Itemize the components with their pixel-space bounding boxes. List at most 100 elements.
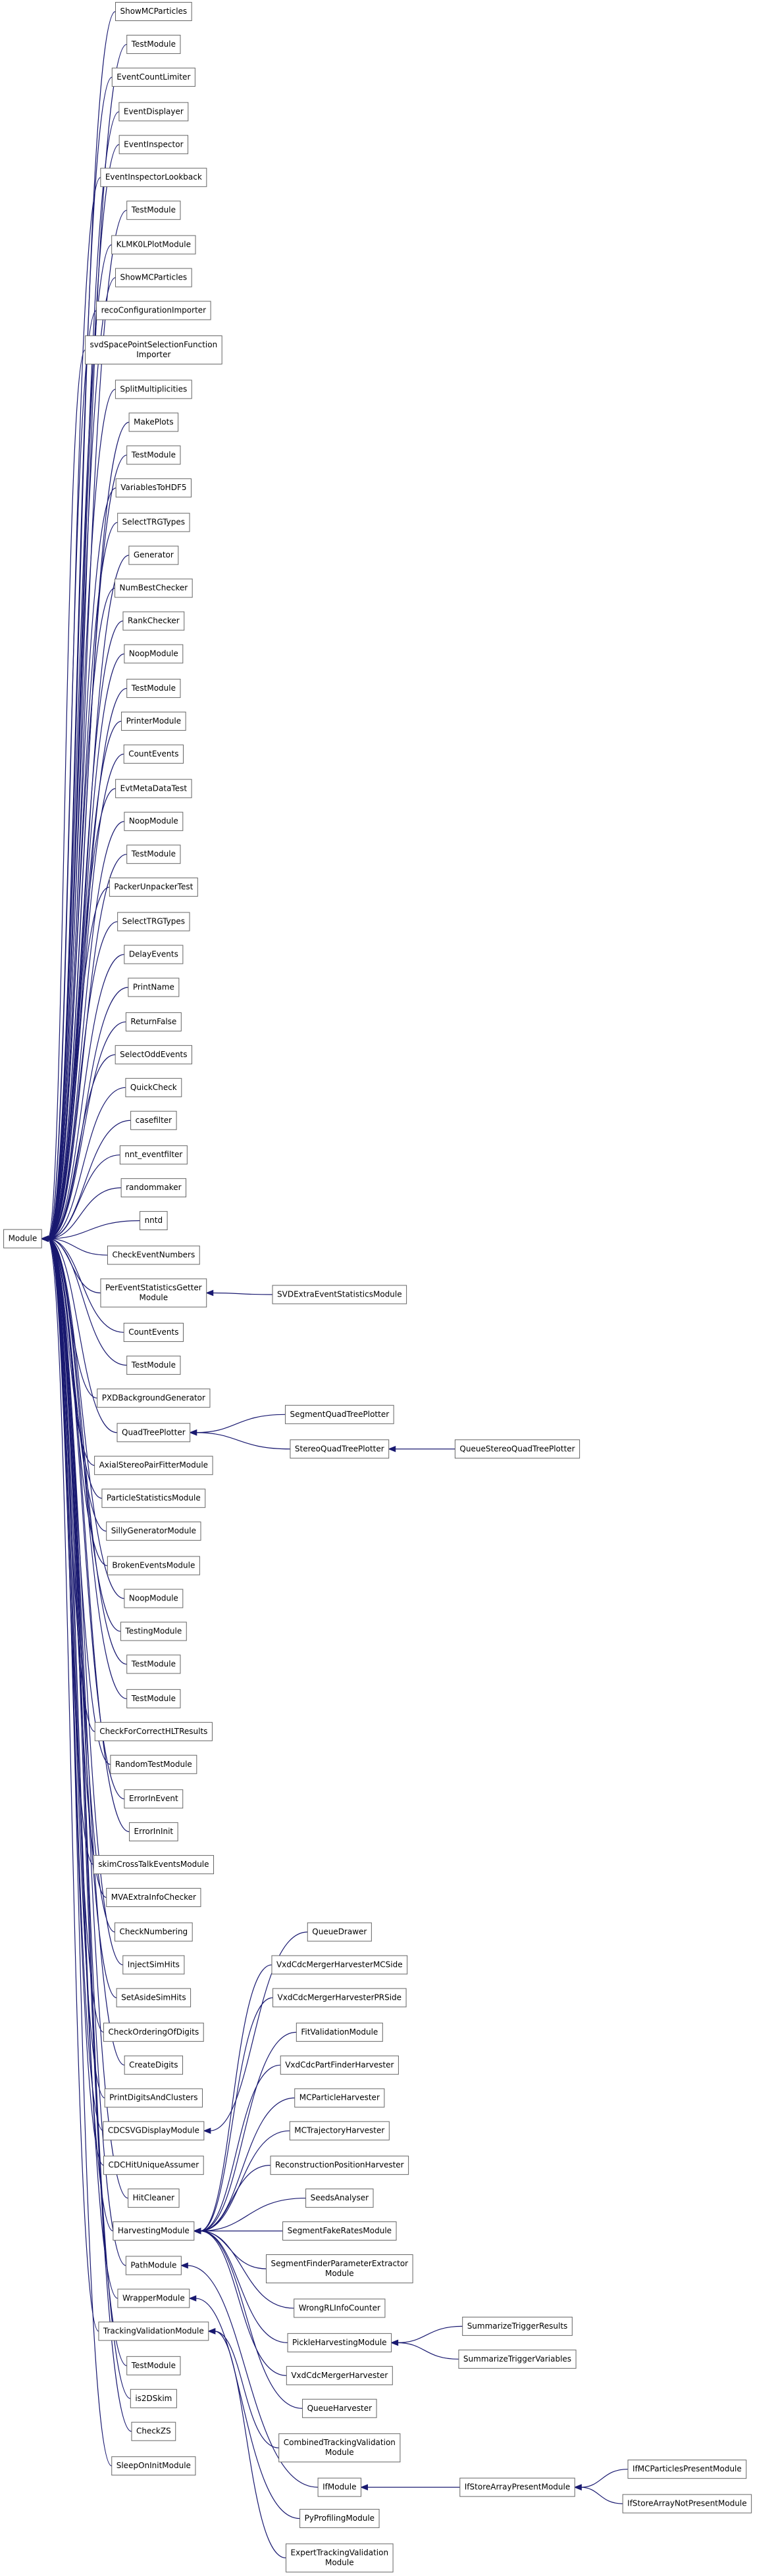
- class-box: [290, 1439, 390, 1459]
- inheritance-edge: [47, 1238, 124, 1333]
- class-label: Module: [9, 1234, 38, 1243]
- class-node: CheckZS: [131, 2421, 176, 2441]
- class-box: [126, 1355, 181, 1375]
- class-label: skimCrossTalkEventsModule: [98, 1860, 209, 1869]
- class-box: [128, 978, 180, 997]
- class-box: [118, 135, 189, 155]
- inheritance-edge: [397, 2342, 459, 2360]
- class-label: EventDisplayer: [124, 107, 184, 116]
- inheritance-edge: [47, 1238, 124, 1800]
- arrow-head: [189, 1429, 197, 1436]
- class-label: IfModule: [323, 2483, 356, 2492]
- class-node: Module: [3, 1229, 42, 1249]
- inheritance-edge: [47, 1238, 108, 1256]
- class-label: QueueHarvester: [307, 2404, 373, 2413]
- class-node: ParticleStatisticsModule: [101, 1489, 206, 1508]
- class-node: BrokenEventsModule: [107, 1556, 200, 1575]
- class-label: SegmentFinderParameterExtractor: [271, 2259, 409, 2268]
- arrow-head: [360, 2484, 369, 2490]
- class-label: ErrorInEvent: [129, 1794, 178, 1803]
- class-box: [124, 1789, 184, 1809]
- edges: [40, 11, 629, 2559]
- inheritance-edge: [47, 1238, 123, 1966]
- class-node: ErrorInEvent: [124, 1789, 184, 1809]
- class-label: SplitMultiplicities: [120, 384, 187, 393]
- class-label: PrintName: [133, 982, 174, 991]
- inheritance-edge: [47, 821, 124, 1239]
- class-node: RankChecker: [122, 611, 185, 631]
- class-box: [271, 1955, 408, 1975]
- inheritance-edge: [199, 2230, 303, 2409]
- class-box: [129, 1822, 178, 1842]
- class-box: [124, 812, 184, 831]
- class-label: TestModule: [131, 205, 176, 214]
- class-box: [107, 1556, 200, 1575]
- class-node: InjectSimHits: [122, 1955, 185, 1975]
- class-box: [270, 2156, 409, 2175]
- class-label: QuadTreePlotter: [122, 1427, 186, 1437]
- class-box: [286, 2543, 394, 2573]
- class-node: EventDisplayer: [118, 102, 189, 122]
- class-node: SillyGeneratorModule: [106, 1522, 201, 1541]
- nodes: Module ShowMCParticles TestModule EventCoun…: [3, 1, 752, 2573]
- inheritance-edge: [214, 2331, 286, 2559]
- class-label: IfStoreArrayPresentModule: [465, 2483, 570, 2492]
- class-label: CreateDigits: [129, 2060, 178, 2069]
- class-node: NoopModule: [124, 1589, 184, 1608]
- class-label: CombinedTrackingValidation: [284, 2438, 396, 2447]
- inheritance-edge: [47, 620, 124, 1239]
- class-box: [94, 1456, 213, 1475]
- class-label: QueueStereoQuadTreePlotter: [459, 1444, 575, 1453]
- class-box: [307, 1922, 372, 1942]
- class-box: [130, 2389, 177, 2408]
- inheritance-edge: [47, 1238, 113, 2467]
- class-box: [101, 1489, 206, 1508]
- class-box: [266, 2254, 413, 2283]
- inheritance-edge: [47, 1238, 124, 1599]
- class-box: [296, 2022, 383, 2042]
- class-label: SVDExtraEventStatisticsModule: [277, 1289, 402, 1299]
- inheritance-edge: [47, 1238, 127, 1665]
- inheritance-edge: [214, 2331, 279, 2448]
- class-node: Generator: [128, 545, 179, 565]
- class-node: PackerUnpackerTest: [109, 878, 198, 897]
- class-label: RankChecker: [128, 616, 180, 626]
- class-label: TestModule: [131, 450, 176, 459]
- class-box: [103, 2121, 205, 2141]
- class-box: [459, 2477, 575, 2497]
- class-label: CheckZS: [136, 2427, 171, 2436]
- arrow-head: [40, 1235, 49, 1242]
- class-node: TestModule: [126, 1654, 181, 1674]
- inheritance-edge: [47, 1238, 114, 2232]
- class-label: CheckForCorrectHLTResults: [99, 1727, 207, 1736]
- class-label: randommaker: [126, 1183, 181, 1192]
- inheritance-edge: [199, 2230, 288, 2343]
- inheritance-edge: [209, 1931, 308, 2131]
- inheritance-edge: [47, 1238, 127, 2366]
- class-node: NoopModule: [124, 812, 184, 831]
- class-box: [94, 1721, 213, 1741]
- inheritance-edge: [212, 1292, 273, 1295]
- class-node: EvtMetaDataTest: [115, 779, 192, 799]
- class-node: SegmentFakeRatesModule: [282, 2221, 397, 2241]
- class-label: nnt_eventfilter: [124, 1150, 182, 1159]
- class-node: is2DSkim: [130, 2389, 177, 2408]
- class-box: [627, 2460, 747, 2479]
- inheritance-edge: [195, 1432, 290, 1450]
- class-box: [115, 380, 192, 399]
- class-label: HarvestingModule: [118, 2226, 190, 2235]
- class-label: SummarizeTriggerVariables: [463, 2354, 571, 2364]
- class-label: TestModule: [131, 1694, 176, 1703]
- class-node: EventInspectorLookback: [100, 168, 207, 187]
- class-box: [289, 2121, 390, 2141]
- class-box: [317, 2477, 362, 2497]
- class-box: [103, 2022, 204, 2042]
- class-label: TestingModule: [124, 1626, 182, 1635]
- class-box: [96, 301, 211, 320]
- class-label: KLMK0LPlotModule: [116, 240, 191, 249]
- class-label: SelectOddEvents: [120, 1050, 187, 1059]
- class-label: Importer: [136, 350, 170, 359]
- class-box: [130, 1110, 177, 1130]
